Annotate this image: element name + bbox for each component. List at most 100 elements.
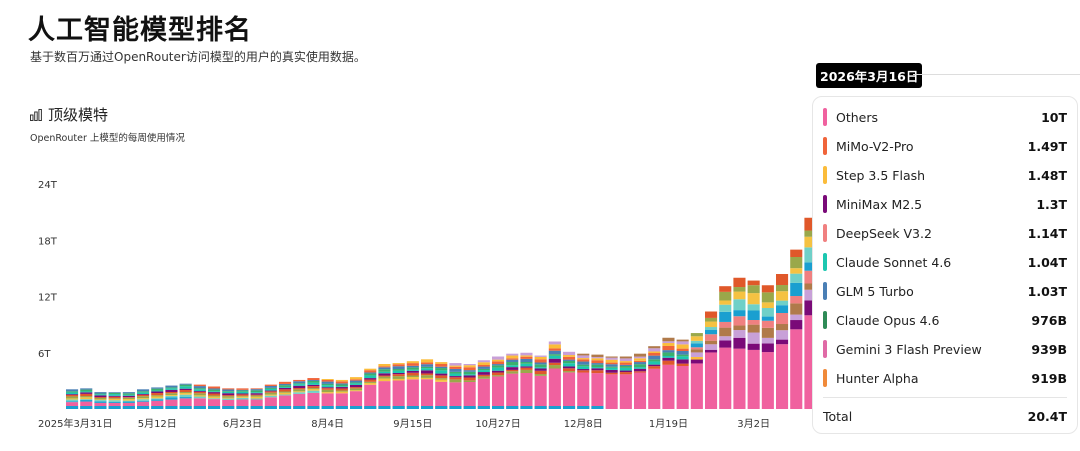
bar-segment[interactable] [577, 358, 590, 360]
bar-segment[interactable] [548, 354, 561, 356]
bar-segment[interactable] [634, 364, 647, 368]
bar-segment[interactable] [364, 379, 377, 382]
bar-segment[interactable] [619, 358, 632, 362]
bar-segment[interactable] [250, 395, 263, 397]
bar-base-segment[interactable] [548, 406, 561, 409]
bar-segment[interactable] [648, 364, 661, 367]
bar-segment[interactable] [733, 291, 746, 300]
bar-base-segment[interactable] [222, 406, 235, 409]
bar-segment[interactable] [293, 389, 306, 392]
bar-segment[interactable] [264, 384, 277, 386]
bar-segment[interactable] [463, 377, 476, 381]
bar-base-segment[interactable] [250, 406, 263, 409]
bar-segment[interactable] [463, 375, 476, 378]
bar-segment[interactable] [236, 395, 249, 397]
bar-segment[interactable] [776, 291, 789, 301]
bar-segment[interactable] [335, 393, 348, 409]
bar-segment[interactable] [492, 359, 505, 362]
bar-segment[interactable] [591, 373, 604, 409]
bar-segment[interactable] [477, 360, 490, 363]
bar-segment[interactable] [364, 384, 377, 409]
bar-segment[interactable] [449, 373, 462, 377]
bar-segment[interactable] [662, 343, 675, 346]
bar-segment[interactable] [747, 280, 760, 286]
bar-segment[interactable] [94, 400, 107, 402]
bar-segment[interactable] [335, 390, 348, 392]
weekly-usage-chart[interactable]: 6T 12T 18T 24T 2025年3月31日 5月12日 6月23日 8月4日 9月15日… [0, 160, 812, 440]
bar-segment[interactable] [733, 330, 746, 338]
bar-base-segment[interactable] [392, 406, 405, 409]
bar-segment[interactable] [577, 361, 590, 365]
bar-segment[interactable] [662, 356, 675, 358]
bar-segment[interactable] [662, 337, 675, 342]
bar-segment[interactable] [406, 361, 419, 364]
bar-segment[interactable] [94, 397, 107, 400]
bar-segment[interactable] [634, 368, 647, 372]
bar-segment[interactable] [94, 393, 107, 395]
bar-segment[interactable] [222, 399, 235, 409]
bar-segment[interactable] [335, 386, 348, 388]
bar-base-segment[interactable] [179, 406, 192, 409]
bar-segment[interactable] [406, 377, 419, 380]
bar-segment[interactable] [520, 367, 533, 370]
bar-segment[interactable] [122, 401, 135, 403]
bar-segment[interactable] [662, 364, 675, 409]
bar-segment[interactable] [137, 401, 150, 409]
bar-segment[interactable] [506, 373, 519, 409]
bar-base-segment[interactable] [236, 406, 249, 409]
bar-segment[interactable] [122, 393, 135, 395]
bar-segment[interactable] [733, 325, 746, 331]
bar-segment[interactable] [66, 399, 79, 402]
bar-segment[interactable] [392, 374, 405, 377]
bar-segment[interactable] [335, 379, 348, 382]
bar-segment[interactable] [619, 370, 632, 373]
bar-segment[interactable] [761, 337, 774, 344]
bar-segment[interactable] [208, 395, 221, 397]
bar-segment[interactable] [250, 390, 263, 393]
bar-segment[interactable] [520, 352, 533, 356]
bar-segment[interactable] [279, 394, 292, 396]
bar-segment[interactable] [108, 395, 121, 397]
bar-segment[interactable] [421, 359, 434, 363]
bar-segment[interactable] [421, 370, 434, 374]
bar-segment[interactable] [279, 386, 292, 388]
bar-segment[interactable] [591, 363, 604, 365]
bar-segment[interactable] [165, 397, 178, 400]
bar-segment[interactable] [94, 402, 107, 409]
bar-segment[interactable] [776, 274, 789, 286]
bar-segment[interactable] [605, 364, 618, 367]
bar-segment[interactable] [634, 356, 647, 359]
bar-segment[interactable] [66, 402, 79, 409]
bar-segment[interactable] [619, 362, 632, 365]
bar-segment[interactable] [733, 348, 746, 409]
bar-segment[interactable] [137, 391, 150, 393]
bar-segment[interactable] [705, 329, 718, 335]
bar-segment[interactable] [307, 386, 320, 389]
bar-segment[interactable] [293, 392, 306, 394]
bar-segment[interactable] [108, 392, 121, 395]
bar-segment[interactable] [350, 388, 363, 391]
bar-segment[interactable] [776, 300, 789, 306]
bar-segment[interactable] [364, 378, 377, 380]
bar-segment[interactable] [577, 366, 590, 370]
bar-segment[interactable] [80, 393, 93, 397]
bar-segment[interactable] [137, 389, 150, 392]
bar-segment[interactable] [80, 392, 93, 394]
bar-segment[interactable] [165, 393, 178, 396]
bar-segment[interactable] [619, 367, 632, 371]
bar-segment[interactable] [761, 343, 774, 353]
bar-segment[interactable] [492, 367, 505, 371]
bar-segment[interactable] [776, 324, 789, 331]
bar-segment[interactable] [250, 393, 263, 395]
bar-segment[interactable] [605, 359, 618, 363]
bar-segment[interactable] [577, 359, 590, 362]
bar-segment[interactable] [122, 400, 135, 402]
bar-segment[interactable] [94, 394, 107, 396]
bar-base-segment[interactable] [520, 406, 533, 409]
bar-segment[interactable] [279, 381, 292, 384]
bar-segment[interactable] [208, 398, 221, 400]
bar-base-segment[interactable] [193, 406, 206, 409]
bar-segment[interactable] [634, 367, 647, 369]
bar-segment[interactable] [179, 386, 192, 389]
bar-segment[interactable] [591, 357, 604, 359]
